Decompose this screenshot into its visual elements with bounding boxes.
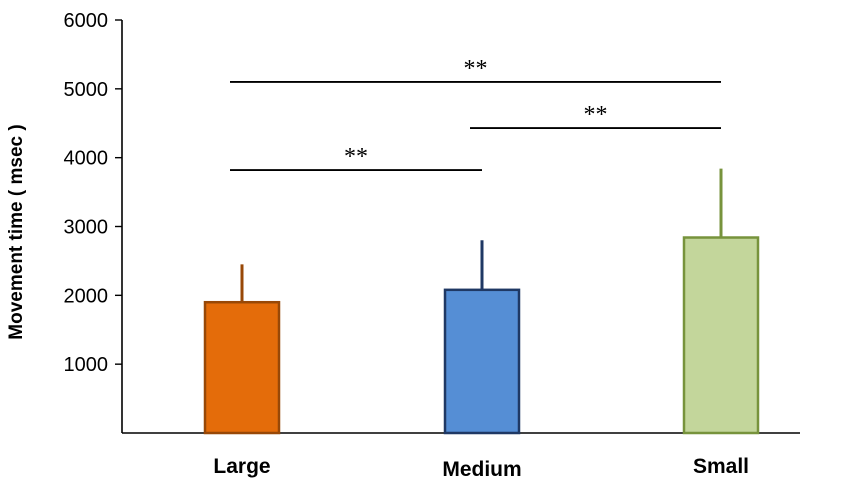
x-axis: Large Medium Small	[122, 432, 800, 481]
bar	[203, 300, 281, 435]
y-axis: 1000 2000 3000 4000 5000 6000	[64, 10, 123, 433]
significance-label: **	[584, 102, 608, 128]
y-tick-label: 2000	[64, 285, 109, 307]
x-tick-label: Large	[213, 455, 270, 478]
significance-markers: ** ** **	[230, 56, 721, 171]
y-tick-label: 3000	[64, 217, 109, 239]
x-tick-label: Medium	[442, 458, 521, 481]
y-axis-label: Movement time ( msec )	[6, 124, 27, 339]
bar	[443, 288, 521, 435]
x-tick-label: Small	[693, 455, 749, 478]
y-tick-label: 6000	[64, 10, 109, 32]
bar	[682, 236, 760, 435]
bars	[203, 236, 760, 435]
y-tick-label: 4000	[64, 148, 109, 170]
y-tick-label: 1000	[64, 354, 109, 376]
significance-label: **	[464, 56, 488, 82]
error-bars	[240, 168, 723, 303]
y-tick-label: 5000	[64, 79, 109, 101]
significance-label: **	[344, 144, 368, 170]
